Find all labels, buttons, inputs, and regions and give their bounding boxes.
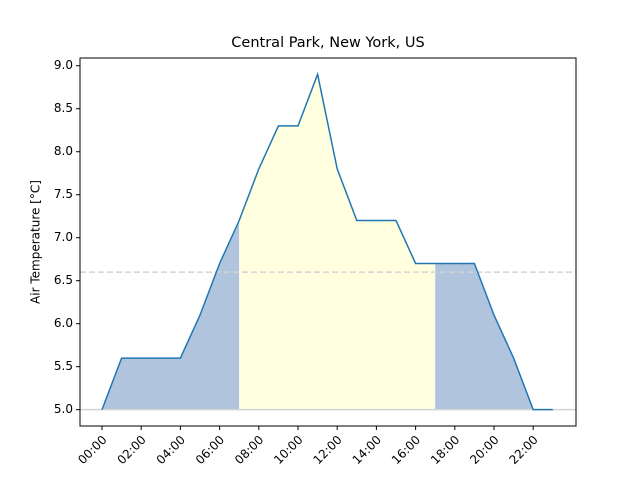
x-tick-label: 02:00	[114, 433, 148, 467]
plot-frame	[79, 57, 577, 427]
x-tick-label: 00:00	[75, 433, 109, 467]
y-tick-label: 9.0	[54, 58, 73, 72]
x-tick-label: 16:00	[389, 433, 423, 467]
y-tick-label: 8.0	[54, 144, 73, 158]
y-tick-label: 5.0	[54, 402, 73, 416]
x-tick-label: 04:00	[154, 433, 188, 467]
x-tick-label: 06:00	[193, 433, 227, 467]
area-fill	[102, 220, 240, 410]
y-tick-label: 6.5	[54, 273, 73, 287]
y-axis-label: Air Temperature [°C]	[29, 180, 43, 304]
x-tick-label: 18:00	[428, 433, 462, 467]
area-fill	[435, 263, 553, 410]
y-tick-label: 6.0	[54, 316, 73, 330]
x-tick-label: 08:00	[232, 433, 266, 467]
x-tick-label: 12:00	[310, 433, 344, 467]
x-tick-label: 22:00	[506, 433, 540, 467]
x-tick-label: 10:00	[271, 433, 305, 467]
y-tick-label: 5.5	[54, 359, 73, 373]
y-tick-label: 7.0	[54, 230, 73, 244]
y-tick-label: 8.5	[54, 101, 73, 115]
area-fill	[239, 74, 436, 410]
chart-title: Central Park, New York, US	[231, 35, 424, 51]
x-tick-label: 14:00	[350, 433, 384, 467]
x-tick-label: 20:00	[467, 433, 501, 467]
line	[101, 71, 553, 411]
y-tick-label: 7.5	[54, 187, 73, 201]
